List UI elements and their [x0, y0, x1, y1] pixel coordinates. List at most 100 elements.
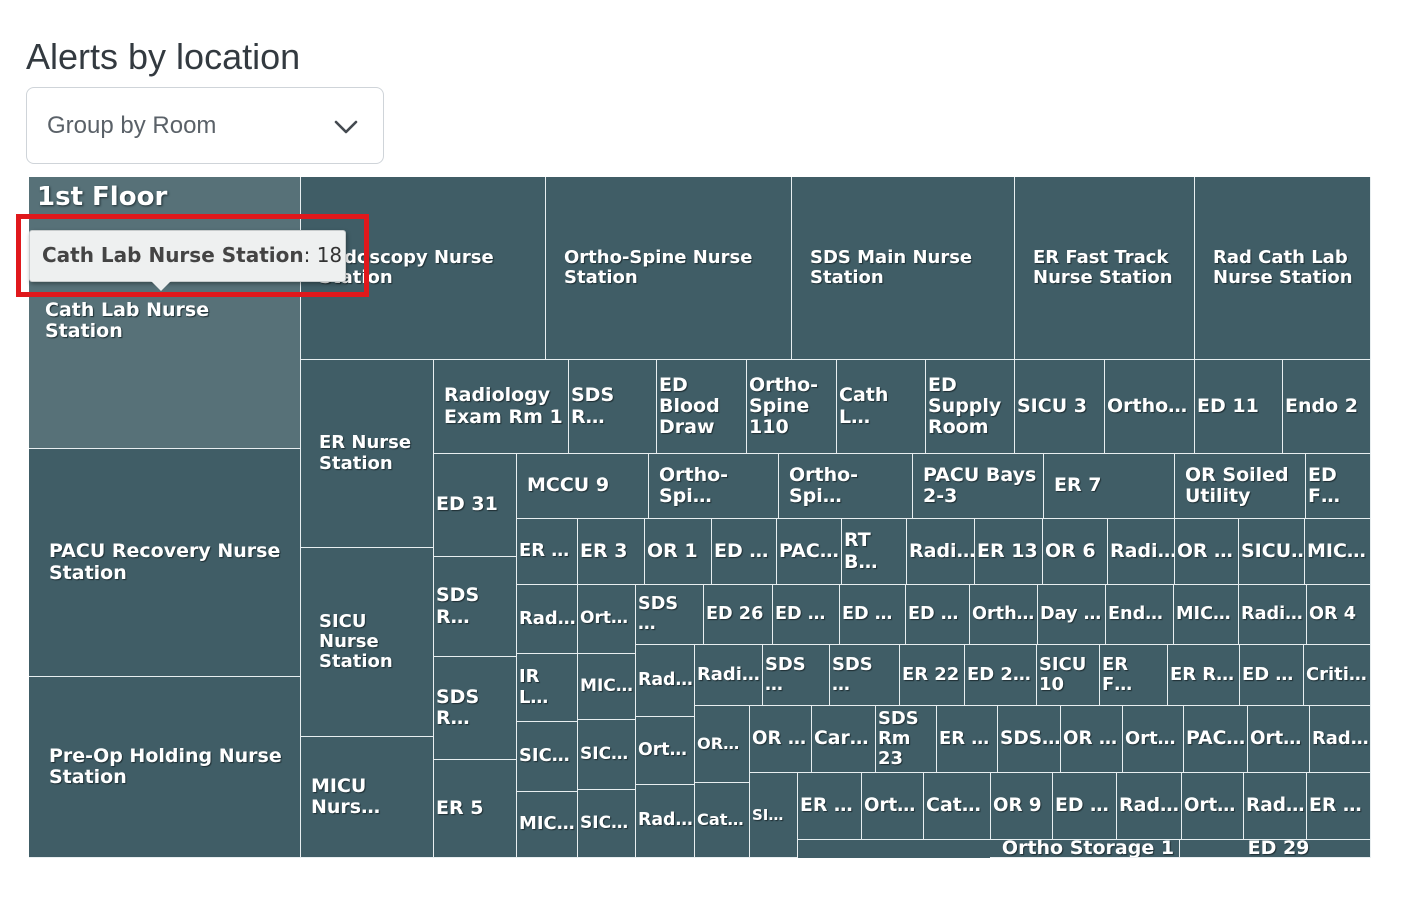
treemap-cell[interactable]: Ortho-Spi…: [649, 454, 779, 519]
treemap-cell[interactable]: Radiology Exam Rm 1: [434, 360, 569, 454]
treemap-cell[interactable]: ED …: [773, 585, 840, 645]
treemap-cell[interactable]: Ortho-Spine Nurse Station: [546, 177, 792, 360]
treemap-cell[interactable]: Car…: [812, 706, 876, 773]
treemap-cell[interactable]: ED …: [1240, 645, 1304, 706]
treemap-cell[interactable]: Rad…: [636, 645, 695, 717]
treemap-cell[interactable]: PACU Recovery Nurse Station: [29, 449, 301, 677]
treemap-cell[interactable]: ER 22: [900, 645, 965, 706]
treemap-cell[interactable]: Pre-Op Holding Nurse Station: [29, 677, 301, 858]
treemap-cell[interactable]: RT B…: [842, 519, 907, 585]
treemap-cell[interactable]: ER …: [798, 773, 862, 840]
treemap-cell[interactable]: Ortho-Spine 110: [747, 360, 837, 454]
treemap-cell[interactable]: OR …: [750, 706, 812, 773]
treemap-cell[interactable]: ED …: [840, 585, 906, 645]
treemap-cell[interactable]: Radi…: [1108, 519, 1175, 585]
treemap-cell[interactable]: Cat…: [924, 773, 991, 840]
treemap-cell[interactable]: ER F…: [1100, 645, 1168, 706]
treemap-cell[interactable]: PACU Bays 2-3: [913, 454, 1044, 519]
treemap-cell[interactable]: ER 3: [578, 519, 645, 585]
treemap-cell[interactable]: OR …: [1175, 519, 1239, 585]
treemap-cell[interactable]: Cath Lab Nurse Station: [29, 177, 301, 449]
treemap-cell[interactable]: ED 2…: [965, 645, 1037, 706]
treemap-cell[interactable]: PAC…: [1184, 706, 1248, 773]
treemap-cell[interactable]: Cat…: [695, 783, 750, 858]
treemap-cell[interactable]: ER R…: [1168, 645, 1240, 706]
treemap-cell[interactable]: Rad…: [1244, 773, 1307, 840]
treemap-cell[interactable]: SDS R…: [434, 557, 517, 657]
treemap-cell[interactable]: ER 7: [1044, 454, 1175, 519]
treemap-cell[interactable]: SI…: [750, 773, 798, 858]
treemap-cell[interactable]: OR 4: [1307, 585, 1371, 645]
treemap-cell[interactable]: Rad…: [1310, 706, 1371, 773]
treemap-cell[interactable]: MIC…: [517, 792, 578, 858]
treemap-cell[interactable]: SDS …: [636, 585, 704, 645]
treemap-cell[interactable]: Radi…: [1239, 585, 1307, 645]
treemap-cell[interactable]: Criti…: [1304, 645, 1371, 706]
treemap-cell[interactable]: SICU…: [1239, 519, 1305, 585]
treemap-cell[interactable]: SDS …: [763, 645, 830, 706]
treemap-cell[interactable]: SICU 10: [1037, 645, 1100, 706]
treemap-cell[interactable]: Ort…: [1182, 773, 1244, 840]
treemap-cell[interactable]: SIC…: [578, 790, 636, 858]
treemap-cell[interactable]: SICU 3: [1015, 360, 1105, 454]
treemap-cell[interactable]: PAC…: [777, 519, 842, 585]
treemap-cell[interactable]: MICU Nurs…: [301, 737, 434, 858]
treemap-cell[interactable]: End…: [1106, 585, 1174, 645]
treemap-cell[interactable]: SDS …: [830, 645, 900, 706]
treemap-cell[interactable]: ED 31: [434, 454, 517, 557]
treemap-cell[interactable]: MIC…: [1174, 585, 1239, 645]
treemap-cell[interactable]: SIC…: [517, 722, 578, 792]
treemap-cell[interactable]: ED …: [1053, 773, 1117, 840]
treemap-cell[interactable]: OR…: [695, 706, 750, 783]
treemap-cell[interactable]: Rad Cath Lab Nurse Station: [1195, 177, 1371, 360]
treemap-cell[interactable]: OR 1: [645, 519, 712, 585]
treemap-cell[interactable]: SDS R…: [434, 657, 517, 760]
treemap-cell[interactable]: Radi…: [907, 519, 975, 585]
group-by-select[interactable]: Group by Room: [26, 87, 384, 164]
treemap-cell[interactable]: SDS Main Nurse Station: [792, 177, 1015, 360]
treemap-cell[interactable]: ED F…: [1306, 454, 1371, 519]
treemap-cell[interactable]: ED 29: [1180, 840, 1371, 858]
treemap-cell[interactable]: OR …: [1061, 706, 1123, 773]
treemap-cell[interactable]: MIC…: [578, 654, 636, 720]
treemap-cell[interactable]: Orth…: [970, 585, 1038, 645]
treemap-cell[interactable]: Rad…: [1117, 773, 1182, 840]
treemap-cell[interactable]: MIC…: [1305, 519, 1371, 585]
treemap-cell[interactable]: ER 13: [975, 519, 1043, 585]
treemap-cell[interactable]: Radi…: [695, 645, 763, 706]
treemap-cell[interactable]: ED …: [712, 519, 777, 585]
treemap-cell[interactable]: ER …: [1307, 773, 1371, 840]
treemap-cell[interactable]: ER …: [517, 519, 578, 585]
treemap-cell[interactable]: SICU Nurse Station: [301, 548, 434, 737]
treemap-cell[interactable]: SIC…: [578, 720, 636, 790]
treemap-cell[interactable]: Ortho…: [1105, 360, 1195, 454]
treemap-cell[interactable]: ED Supply Room: [926, 360, 1015, 454]
treemap-cell[interactable]: Day …: [1038, 585, 1106, 645]
treemap-cell[interactable]: OR Soiled Utility: [1175, 454, 1306, 519]
treemap-cell[interactable]: Ortho Storage 1: [990, 840, 1180, 858]
treemap-cell[interactable]: Ort…: [862, 773, 924, 840]
treemap-cell[interactable]: ED …: [906, 585, 970, 645]
treemap-cell[interactable]: Rad…: [636, 785, 695, 858]
treemap-cell[interactable]: Ort…: [578, 585, 636, 654]
treemap-cell[interactable]: ED Blood Draw: [657, 360, 747, 454]
treemap-cell[interactable]: ER Nurse Station: [301, 360, 434, 548]
treemap-cell[interactable]: OR 9: [991, 773, 1053, 840]
treemap-cell[interactable]: ED 11: [1195, 360, 1283, 454]
treemap-cell[interactable]: Rad…: [517, 585, 578, 654]
treemap-cell[interactable]: Ort…: [1123, 706, 1184, 773]
treemap-cell[interactable]: Ortho-Spi…: [779, 454, 913, 519]
treemap-cell[interactable]: Ort…: [636, 717, 695, 785]
treemap-cell[interactable]: ED 26: [704, 585, 773, 645]
treemap-cell[interactable]: OR 6: [1043, 519, 1108, 585]
treemap-cell[interactable]: IR L…: [517, 654, 578, 722]
treemap-cell[interactable]: SDS R…: [569, 360, 657, 454]
treemap-cell[interactable]: ER …: [937, 706, 998, 773]
treemap-cell[interactable]: Ort…: [1248, 706, 1310, 773]
treemap-cell[interactable]: SDS Rm 23: [876, 706, 937, 773]
treemap-cell[interactable]: Endo 2: [1283, 360, 1371, 454]
treemap-cell[interactable]: Cath L…: [837, 360, 926, 454]
treemap-cell[interactable]: SDS…: [998, 706, 1061, 773]
treemap-cell[interactable]: ER 5: [434, 760, 517, 858]
treemap-cell[interactable]: ER Fast Track Nurse Station: [1015, 177, 1195, 360]
